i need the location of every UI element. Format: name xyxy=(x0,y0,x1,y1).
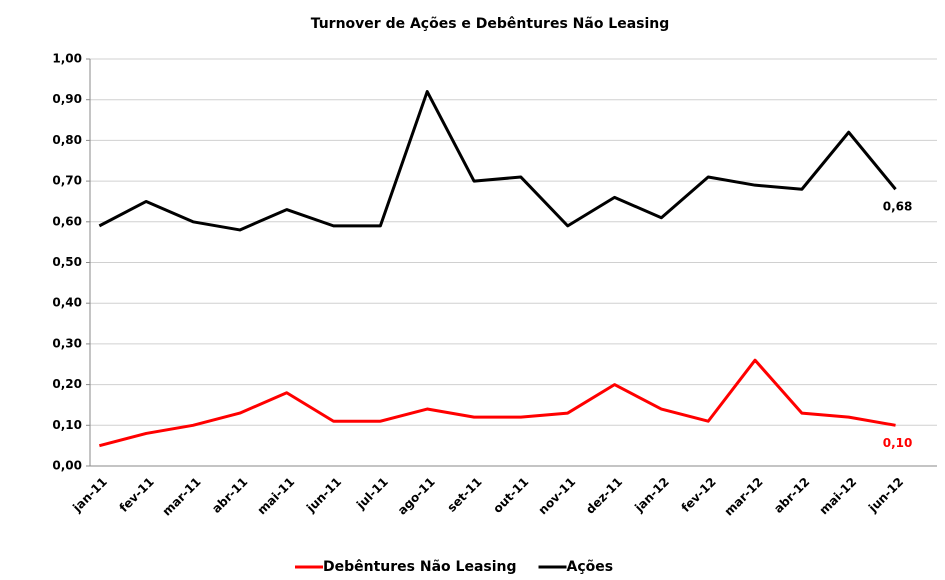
y-tick-label: 0,60 xyxy=(52,214,82,228)
y-tick-label: 0,20 xyxy=(52,377,82,391)
y-tick-label: 0,50 xyxy=(52,255,82,269)
series-line xyxy=(98,90,897,232)
value-label: 0,68 xyxy=(883,200,913,214)
y-tick-label: 0,40 xyxy=(52,296,82,310)
series-line xyxy=(98,358,896,448)
y-tick-label: 0,00 xyxy=(52,459,82,473)
chart-title: Turnover de Ações e Debêntures Não Leasi… xyxy=(311,16,670,32)
y-tick-label: 0,70 xyxy=(52,174,82,188)
y-tick-label: 0,90 xyxy=(52,92,82,106)
legend-label: Ações xyxy=(567,559,614,575)
y-tick-label: 0,30 xyxy=(52,336,82,350)
y-tick-label: 1,00 xyxy=(52,52,82,66)
legend-label: Debêntures Não Leasing xyxy=(323,559,517,575)
y-tick-label: 0,10 xyxy=(52,418,82,432)
value-label: 0,10 xyxy=(883,436,913,450)
y-tick-label: 0,80 xyxy=(52,133,82,147)
